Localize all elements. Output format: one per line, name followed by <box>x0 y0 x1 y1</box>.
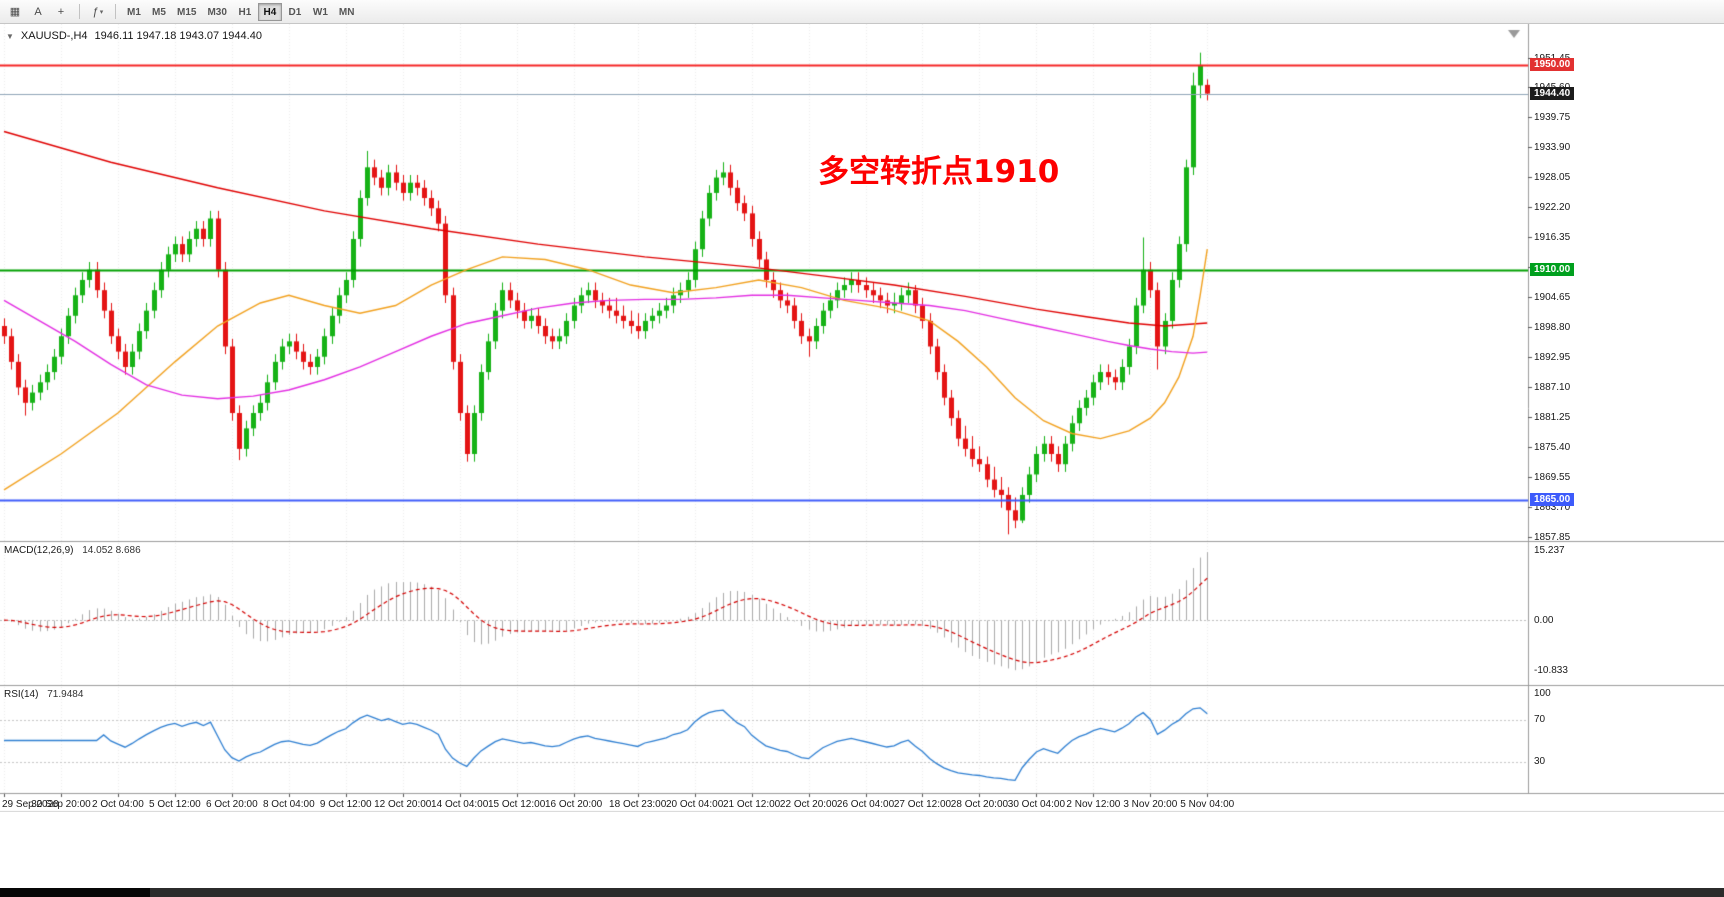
crosshair-icon[interactable]: + <box>57 5 65 18</box>
timeframe-button-d1[interactable]: D1 <box>288 6 302 18</box>
timeframe-button-mn[interactable]: MN <box>338 6 355 18</box>
toolbar-separator <box>115 4 116 19</box>
text-label-icon[interactable]: A <box>34 5 42 18</box>
indicators-icon[interactable]: ƒ ▾ <box>92 5 104 18</box>
timeframe-button-m30[interactable]: M30 <box>207 6 227 18</box>
taskbar-segment-dark <box>0 888 150 897</box>
toolbar: ▦ A + ƒ ▾ M1 M5 M15 M30 H1 H4 D1 W1 MN <box>0 0 1724 24</box>
timeframe-toolbar: M1 M5 M15 M30 H1 H4 D1 W1 MN <box>122 2 359 21</box>
timeframe-button-h4[interactable]: H4 <box>257 2 282 21</box>
toolbar-separator <box>79 4 80 19</box>
timeframe-button-m5[interactable]: M5 <box>152 6 166 18</box>
timeframe-button-h1[interactable]: H1 <box>238 6 252 18</box>
dropdown-caret-icon: ▾ <box>99 8 104 16</box>
chart-window: ▼ XAUUSD-,H4 1946.11 1947.18 1943.07 194… <box>0 24 1724 812</box>
timeframe-button-m1[interactable]: M1 <box>127 6 141 18</box>
timeframe-button-w1[interactable]: W1 <box>312 6 328 18</box>
chart-plot[interactable] <box>0 24 1724 812</box>
taskbar-strip <box>0 888 1724 897</box>
taskbar-segment-light <box>150 888 1724 897</box>
timeframe-button-m15[interactable]: M15 <box>177 6 197 18</box>
chart-mode-icon[interactable]: ▦ <box>9 6 21 18</box>
toolbar-tools: ▦ A + ƒ ▾ <box>4 2 109 21</box>
